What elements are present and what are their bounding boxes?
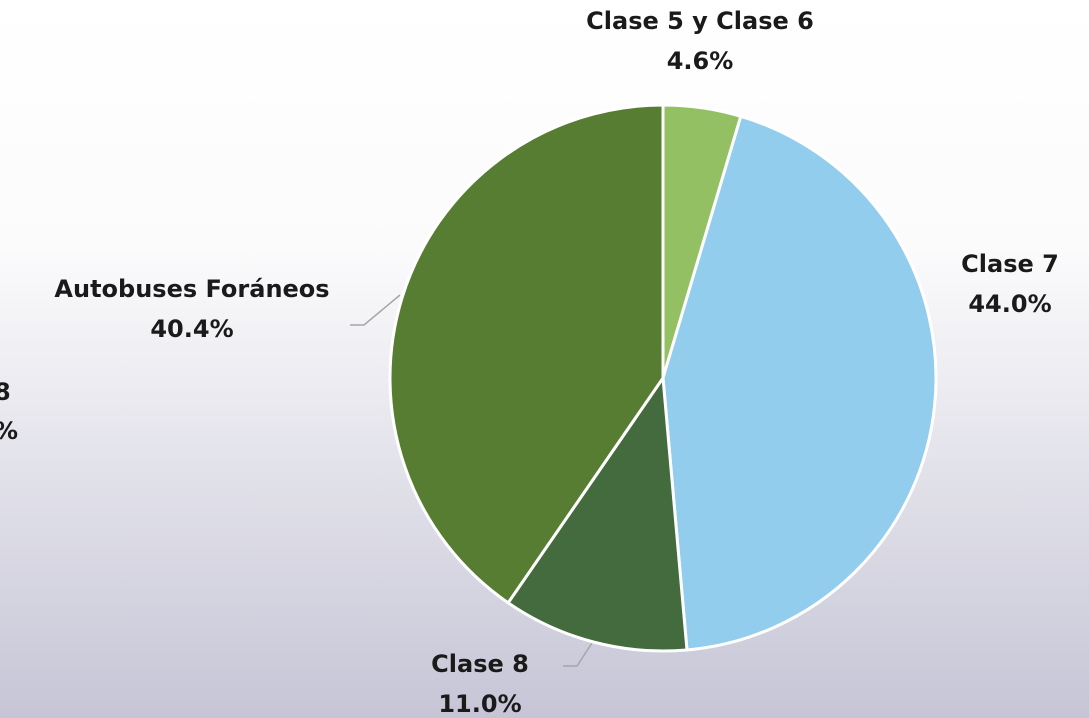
pie-slice: [388, 103, 665, 605]
pie-slice: [506, 373, 689, 653]
slice-label: Clase 5 y Clase 6: [586, 7, 814, 35]
pie-slice: [661, 114, 938, 652]
slice-value: 40.4%: [150, 315, 233, 343]
leader-line: [563, 642, 593, 667]
slice-label: Clase 7: [961, 250, 1059, 278]
clipped-label: %: [0, 417, 18, 445]
slice-label: Autobuses Foráneos: [54, 275, 329, 303]
leader-line: [350, 294, 401, 326]
slice-value: 44.0%: [968, 290, 1051, 318]
clipped-label: 8: [0, 378, 11, 406]
slice-value: 4.6%: [667, 47, 734, 75]
slice-label: Clase 8: [431, 650, 529, 678]
slice-value: 11.0%: [438, 690, 521, 718]
